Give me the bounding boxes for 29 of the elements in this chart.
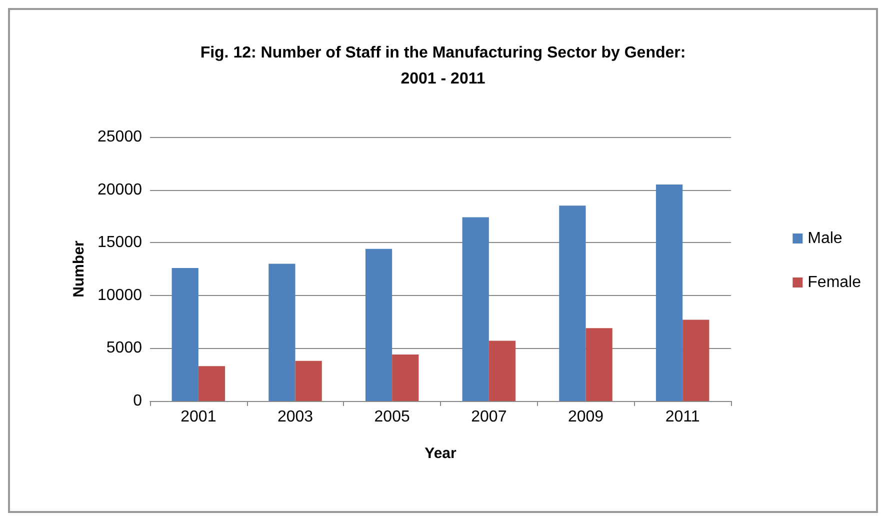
- x-tick-label: 2007: [471, 408, 507, 426]
- bar: [682, 320, 710, 401]
- y-axis-title: Number: [70, 240, 88, 298]
- x-tick-label: 2011: [665, 408, 700, 426]
- x-tick-label: 2009: [568, 408, 604, 426]
- bar: [198, 366, 226, 401]
- y-tick-label: 5000: [106, 340, 142, 357]
- y-tick-label: 25000: [98, 128, 142, 146]
- legend-label: Male: [808, 230, 842, 247]
- bar: [488, 340, 516, 401]
- bar: [392, 354, 419, 401]
- chart-title: Fig. 12: Number of Staff in the Manufacturing Sector by Gender: 2001 - 2011: [200, 44, 686, 88]
- y-tick-label: 20000: [98, 181, 142, 198]
- bar: [295, 360, 322, 401]
- x-tick-label: 2005: [374, 408, 410, 426]
- legend-label: Female: [808, 274, 862, 291]
- bar: [365, 248, 392, 401]
- y-tick-label: 15000: [98, 234, 142, 252]
- bar: [172, 268, 198, 401]
- bar: [656, 184, 683, 401]
- bar: [559, 206, 586, 401]
- y-tick-label: 0: [133, 392, 142, 410]
- y-tick-label: 10000: [98, 286, 142, 304]
- x-tick-label: 2001: [180, 408, 216, 426]
- bar: [586, 328, 612, 401]
- bar: [268, 264, 296, 401]
- x-tick-label: 2003: [277, 408, 314, 426]
- x-axis-title: Year: [424, 445, 457, 462]
- bar: [462, 217, 489, 401]
